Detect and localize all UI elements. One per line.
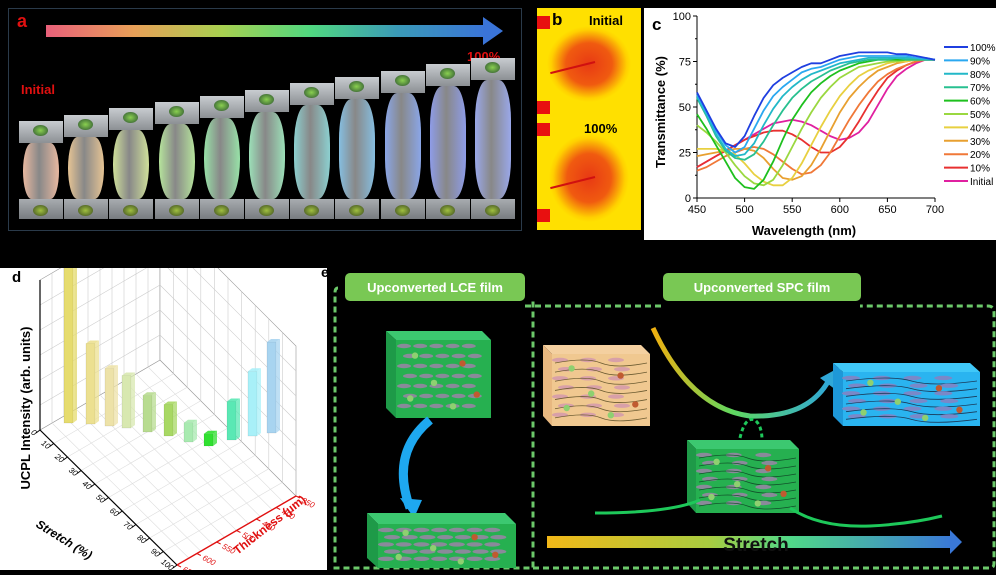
green-curve <box>594 498 943 528</box>
stretch-arrow-head <box>483 17 503 45</box>
bar-stretch-90 <box>247 368 261 437</box>
marker-square <box>537 123 550 136</box>
x-tick-label: 450 <box>688 204 706 216</box>
diffraction-pattern-100 <box>537 116 641 230</box>
lce-title-badge <box>345 273 525 301</box>
schematic-diagram: Upconverted LCE film Upconverted SPC fil… <box>333 273 996 570</box>
sample-strip <box>335 76 380 219</box>
panel-d: d 0 10 20 30 40 50 60 70 80 90 100 350 400 450 500 550 6… <box>0 268 327 570</box>
sample-strip <box>109 108 154 219</box>
sample-strip <box>425 64 470 219</box>
marker-square <box>537 16 550 29</box>
stretch-gradient-bar <box>547 536 953 548</box>
y-tick-label: 75 <box>679 57 691 69</box>
bar-stretch-0 <box>63 268 77 424</box>
bar-stretch-40 <box>142 392 156 433</box>
stretch-bar-arrow-head <box>950 530 962 554</box>
series-line-30pct <box>696 58 935 181</box>
bar-stretch-20 <box>104 365 118 427</box>
panel-e: Upconverted LCE film Upconverted SPC fil… <box>330 268 996 570</box>
bar-stretch-70 <box>203 430 217 447</box>
panel-a-label: a <box>17 11 28 31</box>
spc-film-block-intermediate <box>687 440 799 513</box>
sample-strip <box>290 83 335 219</box>
x-tick-label: 700 <box>926 204 944 216</box>
sample-strip <box>245 89 289 219</box>
stretch-label: Stretch <box>723 535 788 556</box>
panel-c: c 0 25 50 75 100 450 500 550 600 650 700 100% 90% 80… <box>644 8 996 240</box>
legend-label: 80% <box>970 70 990 81</box>
stretch-tick-label: 0 <box>29 428 38 438</box>
bar-stretch-60 <box>183 419 197 443</box>
x-tick-label: 650 <box>878 204 896 216</box>
stretch-axis-title: Stretch (%) <box>34 517 95 562</box>
y-tick-label: 25 <box>679 148 691 160</box>
panel-b: b Initial 100% <box>537 8 641 230</box>
panel-e-label: e <box>321 264 329 280</box>
legend-label: 20% <box>970 150 990 161</box>
series-line-60pct <box>696 58 935 190</box>
label-initial-b: Initial <box>589 13 623 28</box>
bar-stretch-30 <box>121 372 135 429</box>
legend-label: 50% <box>970 110 990 121</box>
transmittance-chart: c 0 25 50 75 100 450 500 550 600 650 700 100% 90% 80… <box>652 11 996 238</box>
transition-arrow <box>398 416 433 510</box>
stretch-gradient-arrow <box>46 25 486 37</box>
thickness-tick-label: 650 <box>181 565 197 570</box>
x-tick-label: 600 <box>831 204 849 216</box>
legend-label: 90% <box>970 56 990 67</box>
stretch-arc-arrow <box>650 326 833 419</box>
spc-dashed-border <box>533 304 996 570</box>
spc-film-block-stretched <box>833 363 980 426</box>
bar-stretch-80 <box>226 398 240 441</box>
lce-film-block-initial <box>386 331 491 418</box>
label-100-percent-b: 100% <box>584 121 618 136</box>
series-line-50pct <box>696 58 935 187</box>
spc-title: Upconverted SPC film <box>694 280 831 295</box>
series-line-90pct <box>696 55 936 154</box>
sample-strip <box>154 102 199 219</box>
panel-c-label: c <box>652 15 661 34</box>
thickness-tick-label: 600 <box>201 553 217 567</box>
legend-label: 100% <box>970 43 996 54</box>
x-tick-label: 550 <box>783 204 801 216</box>
y-tick-label: 0 <box>685 193 691 205</box>
z-axis-title: UCPL Intensity (arb. units) <box>18 327 33 490</box>
series-line-100pct <box>696 51 936 148</box>
bar-stretch-10 <box>85 340 99 425</box>
sample-strip <box>471 58 515 219</box>
sample-strip <box>380 70 425 219</box>
bar-stretch-50 <box>163 401 177 437</box>
sample-strip <box>64 114 109 219</box>
legend-label: 60% <box>970 97 990 108</box>
lce-dashed-border <box>333 286 535 570</box>
y-tick-label: 100 <box>673 11 691 23</box>
legend-label: 10% <box>970 164 990 175</box>
legend-label: 40% <box>970 123 990 134</box>
panel-d-label: d <box>12 269 21 286</box>
legend-label: 70% <box>970 83 990 94</box>
y-axis-title: Transmittance (%) <box>653 56 668 168</box>
spc-film-block-initial <box>543 345 650 426</box>
lce-title: Upconverted LCE film <box>367 280 503 295</box>
label-initial: Initial <box>21 82 55 97</box>
lce-film-block-stretched <box>367 513 516 568</box>
sample-strip <box>199 95 244 219</box>
bar-stretch-100 <box>266 339 280 434</box>
legend-label: 30% <box>970 137 990 148</box>
marker-square <box>537 209 550 222</box>
legend-label: Initial <box>970 177 993 188</box>
marker-square <box>537 101 550 114</box>
sample-strip <box>19 121 63 219</box>
spc-title-badge <box>663 273 861 301</box>
x-axis-title: Wavelength (nm) <box>752 223 856 238</box>
panel-a: a 100% Initial <box>8 8 522 231</box>
series-line-80pct <box>696 57 935 158</box>
panel-b-label: b <box>552 10 563 29</box>
y-tick-label: 50 <box>679 102 691 114</box>
ucpl-3d-bar-chart: d 01020304050607080901003504004505005506… <box>12 268 317 570</box>
x-tick-label: 500 <box>735 204 753 216</box>
